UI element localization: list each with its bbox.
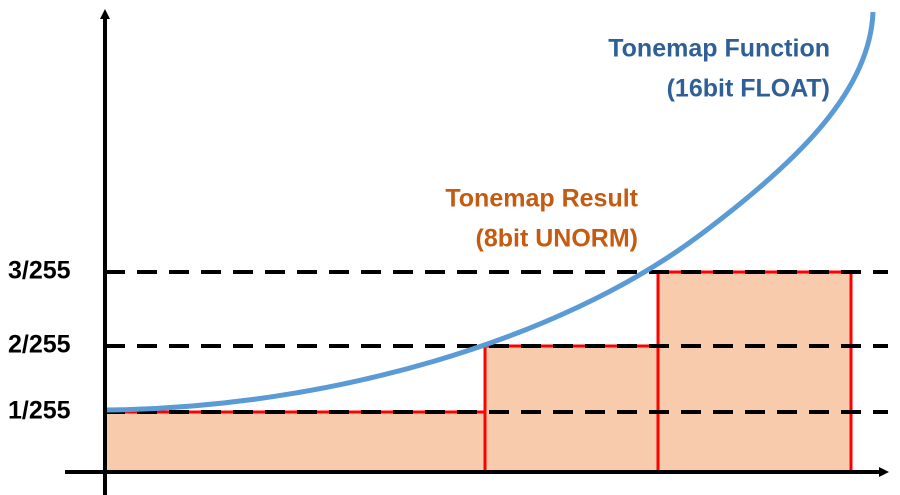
level-label: 3/255	[8, 257, 71, 285]
level-lines	[105, 270, 888, 414]
result-title: Tonemap Result	[445, 185, 638, 213]
level-label: 1/255	[8, 397, 71, 425]
function-subtitle: (16bit FLOAT)	[667, 75, 830, 103]
level-label: 2/255	[8, 331, 71, 359]
result-steps	[105, 270, 853, 472]
step	[105, 412, 485, 472]
step	[658, 272, 851, 472]
function-title: Tonemap Function	[608, 35, 830, 63]
tonemap-curve	[104, 11, 876, 413]
result-subtitle: (8bit UNORM)	[476, 225, 638, 253]
step	[485, 346, 658, 472]
